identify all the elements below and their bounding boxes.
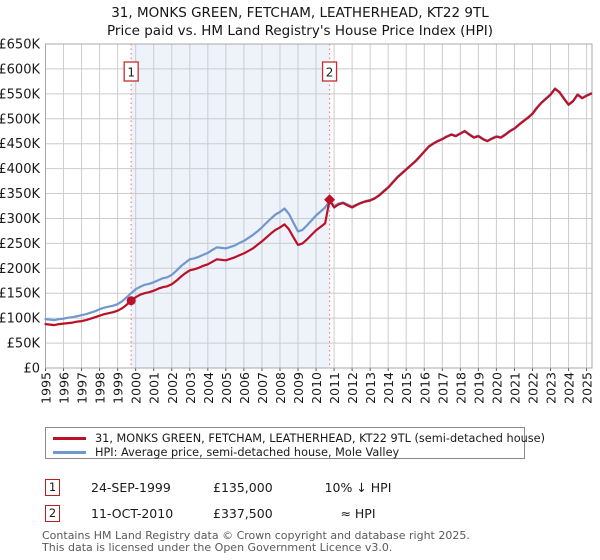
svg-text:2014: 2014 — [381, 372, 396, 404]
svg-text:2003: 2003 — [183, 372, 198, 404]
svg-text:£350K: £350K — [0, 187, 40, 202]
legend-item-hpi: HPI: Average price, semi-detached house,… — [53, 445, 524, 459]
svg-text:2010: 2010 — [309, 372, 324, 404]
svg-text:2002: 2002 — [165, 372, 180, 404]
transaction-2-price: £337,500 — [213, 505, 273, 521]
svg-text:£300K: £300K — [0, 212, 40, 227]
chart-title: 31, MONKS GREEN, FETCHAM, LEATHERHEAD, K… — [0, 4, 600, 40]
svg-text:£50K: £50K — [7, 337, 41, 352]
svg-text:2018: 2018 — [453, 372, 468, 404]
svg-text:2017: 2017 — [435, 372, 450, 404]
svg-text:1996: 1996 — [57, 372, 72, 404]
svg-text:£400K: £400K — [0, 162, 40, 177]
svg-text:2011: 2011 — [327, 372, 342, 404]
svg-text:£250K: £250K — [0, 237, 40, 252]
svg-text:2007: 2007 — [255, 372, 270, 404]
svg-text:£100K: £100K — [0, 312, 40, 327]
transaction-row-2: 2 11-OCT-2010 £337,500 ≈ HPI — [45, 504, 413, 522]
svg-text:2025: 2025 — [580, 372, 595, 404]
svg-text:2021: 2021 — [507, 372, 522, 404]
price-chart: 1 2 £0 £50K £100K £150K £200K £250K £300K £350K £4… — [0, 38, 595, 404]
svg-text:2012: 2012 — [345, 372, 360, 404]
transaction-1-number-badge: 1 — [45, 478, 60, 496]
svg-text:2024: 2024 — [562, 372, 577, 404]
legend-label-price-paid: 31, MONKS GREEN, FETCHAM, LEATHERHEAD, K… — [95, 431, 546, 445]
svg-text:£650K: £650K — [0, 38, 40, 53]
svg-text:2019: 2019 — [471, 372, 486, 404]
transaction-2-number-badge: 2 — [45, 504, 60, 522]
transaction-1-price: £135,000 — [213, 479, 273, 495]
svg-text:2016: 2016 — [417, 372, 432, 404]
svg-text:1: 1 — [127, 66, 135, 80]
transaction-1-vs-hpi: 10% ↓ HPI — [324, 479, 392, 495]
svg-text:£450K: £450K — [0, 137, 40, 152]
legend-box: 31, MONKS GREEN, FETCHAM, LEATHERHEAD, K… — [45, 427, 545, 459]
svg-text:1995: 1995 — [39, 372, 54, 404]
svg-text:£600K: £600K — [0, 62, 40, 77]
svg-text:£200K: £200K — [0, 262, 40, 277]
svg-text:2009: 2009 — [291, 372, 306, 404]
legend-item-price-paid: 31, MONKS GREEN, FETCHAM, LEATHERHEAD, K… — [53, 431, 545, 445]
svg-text:2015: 2015 — [399, 372, 414, 404]
svg-text:£550K: £550K — [0, 87, 40, 102]
legend-label-hpi: HPI: Average price, semi-detached house,… — [95, 445, 400, 459]
chart-title-line2: Price paid vs. HM Land Registry's House … — [107, 23, 493, 39]
price-paid-line-swatch — [53, 436, 86, 440]
license-footer: Contains HM Land Registry data © Crown c… — [42, 530, 592, 553]
svg-text:2000: 2000 — [129, 372, 144, 404]
svg-text:2006: 2006 — [237, 372, 252, 404]
svg-text:£500K: £500K — [0, 112, 40, 127]
svg-text:2005: 2005 — [219, 372, 234, 404]
svg-text:2008: 2008 — [273, 372, 288, 404]
transaction-1-date: 24-SEP-1999 — [91, 479, 171, 495]
svg-text:1998: 1998 — [93, 372, 108, 404]
svg-text:2: 2 — [326, 66, 334, 80]
svg-text:1999: 1999 — [111, 372, 126, 404]
hpi-line-swatch — [53, 450, 86, 454]
svg-text:1997: 1997 — [75, 372, 90, 404]
transaction-2-vs-hpi: ≈ HPI — [340, 505, 376, 521]
chart-title-line1: 31, MONKS GREEN, FETCHAM, LEATHERHEAD, K… — [111, 5, 489, 21]
transaction-2-date: 11-OCT-2010 — [91, 505, 174, 521]
footer-line2: This data is licensed under the Open Gov… — [42, 540, 393, 554]
svg-text:2022: 2022 — [525, 372, 540, 404]
svg-text:£0: £0 — [23, 362, 40, 377]
svg-text:2004: 2004 — [201, 372, 216, 404]
transaction-row-1: 1 24-SEP-1999 £135,000 10% ↓ HPI — [45, 478, 413, 496]
svg-text:2013: 2013 — [363, 372, 378, 404]
svg-text:2023: 2023 — [544, 372, 559, 404]
footer-line1: Contains HM Land Registry data © Crown c… — [42, 529, 470, 542]
svg-text:£150K: £150K — [0, 287, 40, 302]
svg-text:2020: 2020 — [489, 372, 504, 404]
svg-text:2001: 2001 — [147, 372, 162, 404]
